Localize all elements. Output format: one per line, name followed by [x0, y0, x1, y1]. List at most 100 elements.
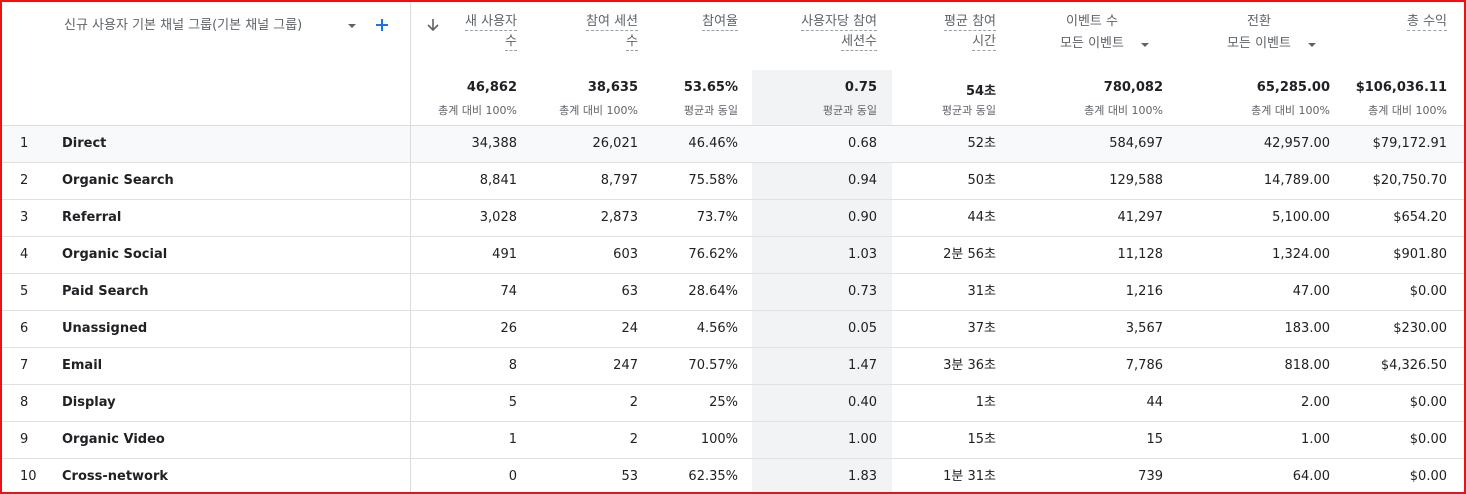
row-value: 0.05: [848, 321, 877, 336]
row-value: 603: [613, 247, 638, 262]
row-name[interactable]: Cross-network: [62, 469, 169, 484]
dropdown-icon[interactable]: [1307, 41, 1317, 49]
row-value: 53: [621, 469, 638, 484]
row-value: $0.00: [1409, 432, 1447, 447]
row-value: 2.00: [1301, 395, 1330, 410]
row-name[interactable]: Display: [62, 395, 116, 410]
row-value: 1초: [975, 395, 996, 410]
row-value: 3,567: [1125, 321, 1163, 336]
row-name[interactable]: Email: [62, 358, 103, 373]
row-value: 75.58%: [688, 173, 738, 188]
row-value: 74: [500, 284, 517, 299]
row-value: 1.47: [848, 358, 877, 373]
total-note: 총계 대비 100%: [1084, 104, 1163, 117]
row-value: 584,697: [1109, 136, 1163, 151]
column-header[interactable]: 시간: [972, 34, 996, 51]
row-value: $79,172.91: [1372, 136, 1447, 151]
row-value: 0.90: [848, 210, 877, 225]
event-selector[interactable]: 모든 이벤트: [1227, 36, 1291, 51]
row-rank: 4: [20, 247, 29, 262]
row-value: 3,028: [479, 210, 517, 225]
row-border: [2, 310, 1464, 311]
total-value: 0.75: [844, 80, 877, 95]
row-name[interactable]: Organic Video: [62, 432, 165, 447]
column-header[interactable]: 참여 세션: [586, 14, 638, 31]
row-border: [2, 458, 1464, 459]
row-name[interactable]: Organic Search: [62, 173, 174, 188]
column-header[interactable]: 총 수익: [1406, 14, 1447, 31]
row-value: 24: [621, 321, 638, 336]
total-value: 780,082: [1103, 80, 1163, 95]
dimension-header[interactable]: 신규 사용자 기본 채널 그룹(기본 채널 그룹): [64, 18, 303, 33]
row-value: 11,128: [1117, 247, 1164, 262]
row-value: 0.94: [848, 173, 877, 188]
column-header[interactable]: 이벤트 수: [1066, 14, 1118, 29]
dropdown-icon[interactable]: [1140, 41, 1150, 49]
column-header[interactable]: 세션수: [841, 34, 877, 51]
row-rank: 7: [20, 358, 29, 373]
row-value: 0: [508, 469, 517, 484]
row-rank: 9: [20, 432, 29, 447]
column-header[interactable]: 수: [505, 34, 517, 51]
row-value: 2분 56초: [943, 247, 996, 262]
row-value: 76.62%: [688, 247, 738, 262]
row-value: 37초: [967, 321, 996, 336]
row-value: 491: [492, 247, 517, 262]
row-value: $901.80: [1393, 247, 1447, 262]
row-value: 15: [1146, 432, 1163, 447]
row-value: 70.57%: [688, 358, 738, 373]
total-note: 평균과 동일: [822, 104, 877, 117]
row-name[interactable]: Organic Social: [62, 247, 168, 262]
row-name[interactable]: Direct: [62, 136, 107, 151]
row-value: 1.00: [1301, 432, 1330, 447]
row-value: 247: [613, 358, 638, 373]
row-rank: 3: [20, 210, 29, 225]
add-button[interactable]: [374, 17, 390, 33]
row-value: 25%: [709, 395, 738, 410]
total-value: $106,036.11: [1355, 80, 1447, 95]
row-name[interactable]: Referral: [62, 210, 122, 225]
dropdown-icon[interactable]: [347, 22, 357, 30]
row-value: 1.03: [848, 247, 877, 262]
row-value: $0.00: [1409, 469, 1447, 484]
row-value: $0.00: [1409, 284, 1447, 299]
header-border: [2, 125, 1464, 126]
row-value: $230.00: [1393, 321, 1447, 336]
row-value: 1,324.00: [1272, 247, 1330, 262]
row-value: 8,797: [600, 173, 638, 188]
column-header[interactable]: 사용자당 참여: [801, 14, 877, 31]
row-value: 4.56%: [696, 321, 738, 336]
total-note: 평균과 동일: [941, 104, 996, 117]
row-value: 1분 31초: [943, 469, 996, 484]
row-value: 0.68: [848, 136, 877, 151]
column-header[interactable]: 평균 참여: [944, 14, 996, 31]
row-rank: 2: [20, 173, 29, 188]
sort-icon[interactable]: [426, 17, 440, 33]
column-header[interactable]: 전환: [1247, 14, 1271, 29]
total-note: 총계 대비 100%: [1368, 104, 1447, 117]
row-value: 34,388: [471, 136, 518, 151]
row-value: 28.64%: [688, 284, 738, 299]
row-value: 47.00: [1292, 284, 1330, 299]
column-header[interactable]: 수: [626, 34, 638, 51]
row-name[interactable]: Unassigned: [62, 321, 148, 336]
row-value: 14,789.00: [1263, 173, 1330, 188]
row-name[interactable]: Paid Search: [62, 284, 149, 299]
row-value: 73.7%: [696, 210, 738, 225]
row-value: $4,326.50: [1380, 358, 1447, 373]
row-value: 1.00: [848, 432, 877, 447]
row-value: 64.00: [1292, 469, 1330, 484]
row-value: 8: [508, 358, 517, 373]
event-selector[interactable]: 모든 이벤트: [1060, 36, 1124, 51]
total-value: 53.65%: [683, 80, 738, 95]
row-rank: 5: [20, 284, 29, 299]
column-header[interactable]: 새 사용자: [465, 14, 517, 31]
row-value: 1,216: [1125, 284, 1163, 299]
row-value: 31초: [967, 284, 996, 299]
row-border: [2, 421, 1464, 422]
column-header[interactable]: 참여율: [702, 14, 738, 31]
total-value: 46,862: [466, 80, 517, 95]
row-value: 62.35%: [688, 469, 738, 484]
total-note: 평균과 동일: [683, 104, 738, 117]
total-note: 총계 대비 100%: [1251, 104, 1330, 117]
